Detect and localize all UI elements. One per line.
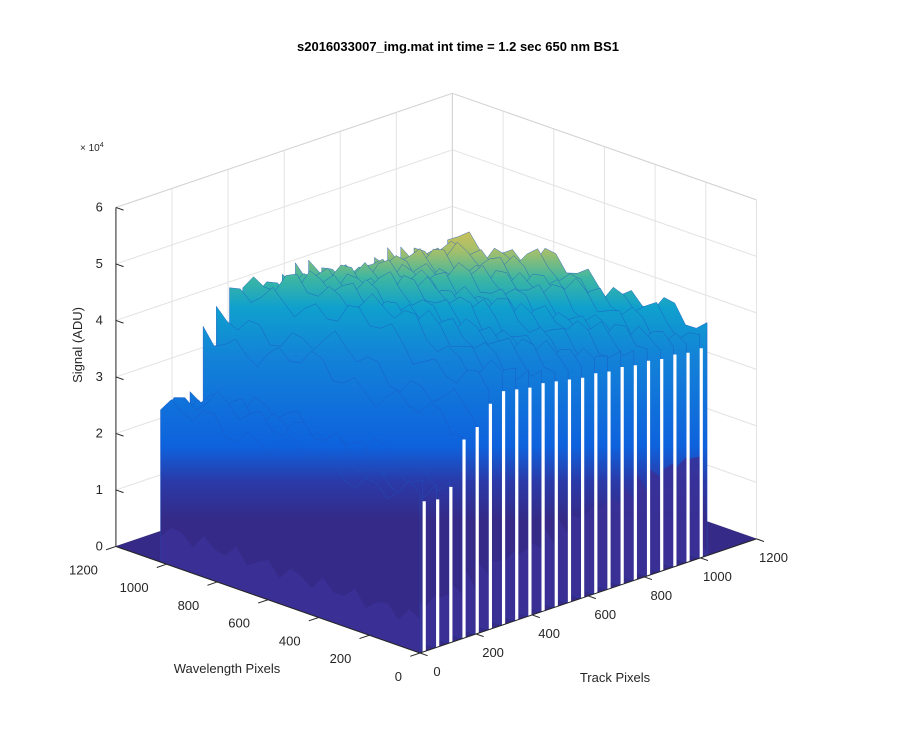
surface-low-band: [160, 527, 420, 653]
x-tick-label: 200: [482, 645, 504, 660]
z-tick-label: 0: [96, 538, 103, 553]
z-tick: [115, 432, 124, 437]
surface-mesh: [115, 231, 758, 654]
x-tick: [756, 538, 765, 543]
x-tick: [419, 652, 428, 657]
x-tick-labels: 0 200 400 600 800 1000 1200: [419, 538, 788, 679]
grid-line: [115, 205, 453, 321]
x-tick: [588, 595, 597, 600]
z-tick-label: 5: [96, 256, 103, 271]
y-tick-label: 0: [395, 669, 402, 684]
y-tick: [308, 617, 319, 622]
z-tick-label: 6: [96, 199, 103, 214]
z-axis-label: Signal (ADU): [70, 307, 85, 383]
y-axis-label: Wavelength Pixels: [174, 661, 281, 676]
y-tick: [410, 652, 421, 657]
y-tick-label: 200: [330, 651, 352, 666]
z-tick: [115, 376, 124, 381]
x-tick-label: 1200: [759, 550, 788, 565]
y-tick-label: 1000: [120, 580, 149, 595]
z-exponent-label: × 104: [80, 142, 104, 154]
x-tick-label: 400: [538, 626, 560, 641]
x-tick-label: 600: [594, 607, 616, 622]
x-tick-label: 800: [650, 588, 672, 603]
grid-line: [452, 149, 757, 257]
z-tick-label: 1: [96, 482, 103, 497]
y-tick: [257, 599, 269, 604]
grid-line: [115, 149, 453, 265]
x-axis-label: Track Pixels: [580, 670, 651, 685]
z-tick-labels: 0 1 2 3 4 5 6: [96, 199, 124, 553]
y-tick-label: 1200: [69, 562, 98, 577]
chart-title: s2016033007_img.mat int time = 1.2 sec 6…: [297, 39, 619, 54]
z-tick-label: 4: [96, 312, 103, 327]
z-tick: [115, 263, 124, 268]
x-tick: [700, 557, 709, 562]
z-tick: [115, 206, 124, 211]
x-tick-label: 1000: [703, 569, 732, 584]
z-tick-label: 2: [96, 425, 103, 440]
y-tick-label: 600: [228, 616, 250, 631]
y-tick: [207, 581, 218, 586]
grid-line: [452, 205, 757, 314]
z-tick: [115, 545, 124, 550]
y-tick-label: 800: [178, 598, 200, 613]
y-tick: [105, 545, 117, 551]
y-tick-label: 400: [279, 633, 301, 648]
y-tick: [359, 634, 370, 640]
x-tick: [644, 576, 653, 581]
x-tick: [531, 614, 540, 619]
box-edge: [452, 92, 757, 201]
y-tick: [156, 563, 167, 569]
x-tick: [475, 633, 484, 638]
box-edge: [115, 92, 453, 208]
z-tick: [115, 319, 124, 324]
z-tick-label: 3: [96, 369, 103, 384]
x-tick-label: 0: [433, 664, 440, 679]
y-tick-labels: 0 200 400 600 800 1000 1200: [69, 545, 421, 684]
z-tick: [115, 489, 124, 494]
